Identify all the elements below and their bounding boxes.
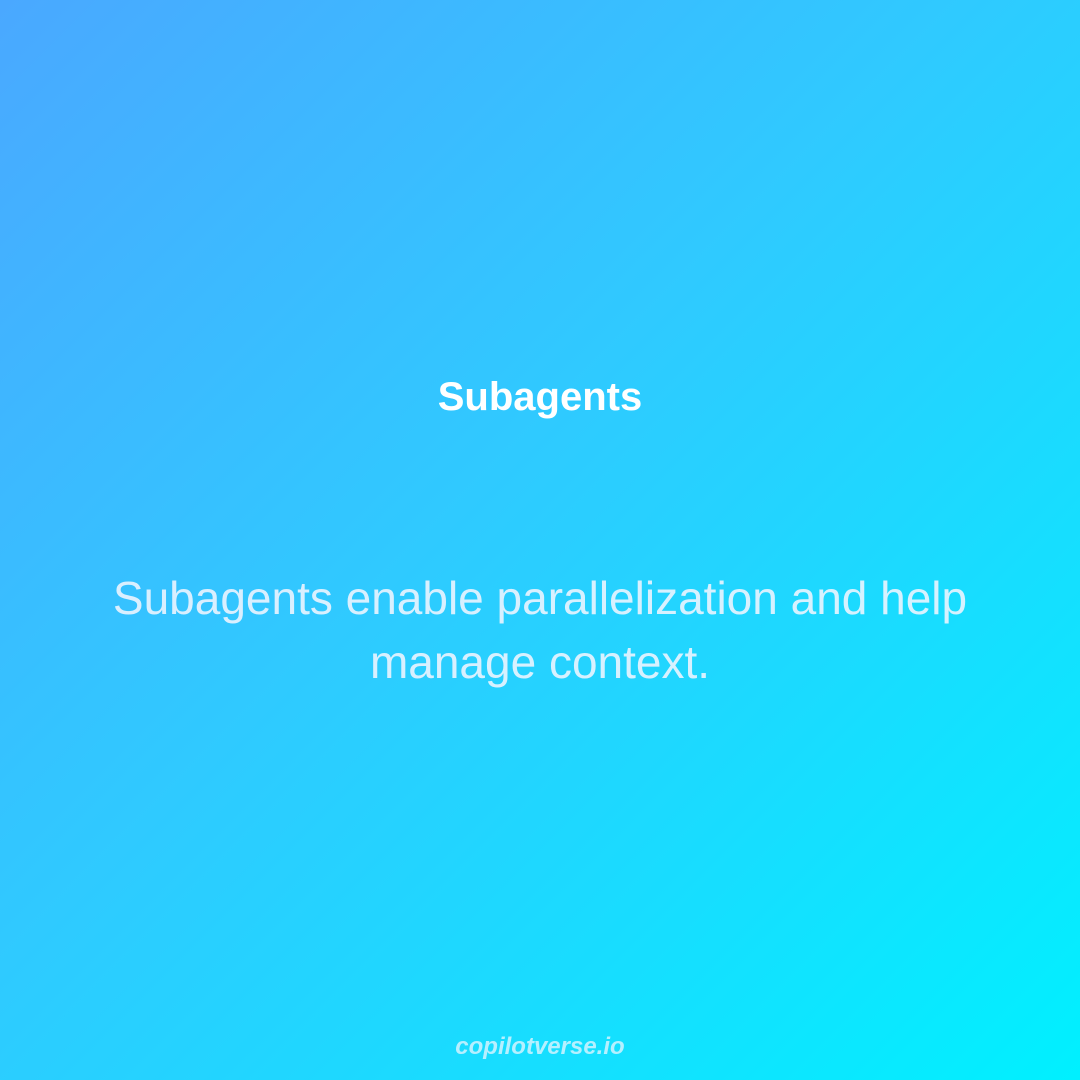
slide-title: Subagents bbox=[437, 375, 643, 419]
slide-body-text: Subagents enable parallelization and hel… bbox=[112, 572, 968, 688]
footer-brand-text: copilotverse.io bbox=[455, 1033, 625, 1060]
